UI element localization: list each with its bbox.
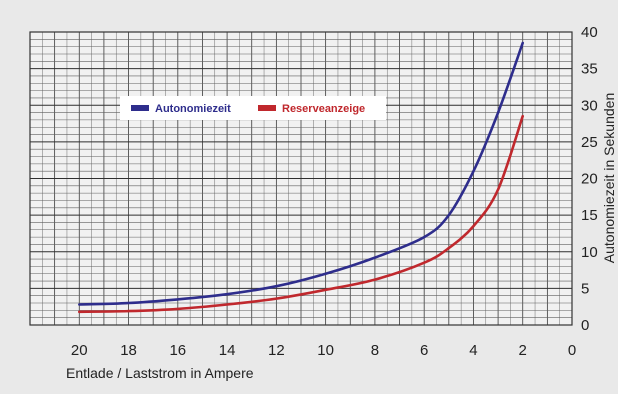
legend-label-autonomiezeit: Autonomiezeit bbox=[155, 103, 231, 115]
legend-box bbox=[120, 96, 386, 120]
y-tick-labels: 0 5 10 15 20 25 30 35 40 bbox=[581, 24, 598, 334]
x-tick-label: 18 bbox=[120, 342, 137, 359]
y-tick-label: 0 bbox=[581, 317, 589, 334]
x-tick-label: 20 bbox=[71, 342, 88, 359]
y-tick-label: 35 bbox=[581, 61, 598, 78]
x-tick-label: 0 bbox=[568, 342, 576, 359]
x-tick-label: 4 bbox=[469, 342, 477, 359]
y-tick-label: 20 bbox=[581, 171, 598, 188]
series-line-autonomiezeit bbox=[78, 41, 524, 306]
y-axis-title: Autonomiezeit in Sekunden bbox=[601, 93, 617, 263]
legend: Autonomiezeit Reserveanzeige bbox=[120, 96, 386, 120]
y-tick-label: 30 bbox=[581, 97, 598, 114]
y-tick-label: 10 bbox=[581, 244, 598, 261]
x-tick-label: 2 bbox=[519, 342, 527, 359]
x-tick-label: 14 bbox=[219, 342, 236, 359]
series-line-reserveanzeige bbox=[78, 114, 524, 314]
x-tick-label: 10 bbox=[317, 342, 334, 359]
x-axis-title: Entlade / Laststrom in Ampere bbox=[66, 365, 254, 381]
legend-swatch-autonomiezeit bbox=[131, 105, 149, 111]
x-tick-labels: 20 18 16 14 12 10 8 6 4 2 0 bbox=[71, 342, 576, 359]
x-tick-label: 8 bbox=[371, 342, 379, 359]
legend-label-reserveanzeige: Reserveanzeige bbox=[282, 103, 365, 115]
y-tick-label: 40 bbox=[581, 24, 598, 41]
plot-frame bbox=[29, 31, 573, 326]
y-tick-label: 25 bbox=[581, 134, 598, 151]
grid bbox=[29, 31, 573, 326]
series-group bbox=[78, 41, 524, 314]
x-tick-label: 12 bbox=[268, 342, 285, 359]
x-tick-label: 6 bbox=[420, 342, 428, 359]
x-tick-label: 16 bbox=[169, 342, 186, 359]
y-tick-label: 15 bbox=[581, 207, 598, 224]
legend-swatch-reserveanzeige bbox=[258, 105, 276, 111]
y-tick-label: 5 bbox=[581, 280, 589, 297]
